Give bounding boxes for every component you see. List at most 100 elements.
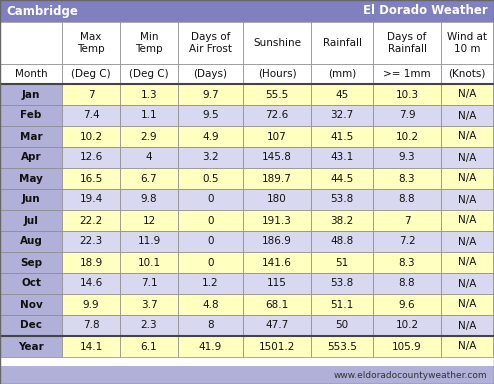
Bar (311, 168, 373, 189)
Bar (0, 294, 62, 315)
Bar (178, 64, 243, 84)
Bar (62, 64, 120, 84)
Bar (178, 210, 243, 231)
Text: Year: Year (18, 341, 44, 351)
Bar (0, 22, 62, 64)
Text: 47.7: 47.7 (265, 321, 288, 331)
Bar (311, 105, 373, 126)
Text: 8.3: 8.3 (399, 258, 415, 268)
Bar (0, 315, 62, 336)
Bar (243, 105, 311, 126)
Bar (178, 231, 243, 252)
Text: N/A: N/A (458, 237, 476, 247)
Text: 45: 45 (335, 89, 349, 99)
Text: 7.4: 7.4 (82, 111, 99, 121)
Bar (311, 126, 373, 147)
Bar (373, 273, 441, 294)
Text: Jul: Jul (24, 215, 39, 225)
Text: 48.8: 48.8 (330, 237, 354, 247)
Bar (0, 231, 62, 252)
Bar (120, 189, 178, 210)
Bar (0, 0, 494, 22)
Bar (441, 168, 493, 189)
Text: Apr: Apr (21, 152, 41, 162)
Bar (120, 294, 178, 315)
Bar (62, 315, 120, 336)
Bar (441, 105, 493, 126)
Bar (120, 22, 178, 64)
Text: 9.6: 9.6 (399, 300, 415, 310)
Bar (373, 22, 441, 64)
Text: 8.8: 8.8 (399, 278, 415, 288)
Text: Jan: Jan (22, 89, 40, 99)
Bar (120, 252, 178, 273)
Text: 12.6: 12.6 (80, 152, 103, 162)
Bar (243, 252, 311, 273)
Text: 1.3: 1.3 (141, 89, 157, 99)
Text: 72.6: 72.6 (265, 111, 288, 121)
Bar (0, 189, 62, 210)
Bar (373, 252, 441, 273)
Text: 51: 51 (335, 258, 349, 268)
Text: Month: Month (15, 69, 47, 79)
Bar (120, 273, 178, 294)
Text: 68.1: 68.1 (265, 300, 288, 310)
Text: Wind at
10 m: Wind at 10 m (447, 32, 487, 54)
Bar (120, 210, 178, 231)
Text: 2.9: 2.9 (141, 131, 157, 141)
Text: >= 1mm: >= 1mm (383, 69, 431, 79)
Text: 9.8: 9.8 (141, 195, 157, 205)
Bar (178, 315, 243, 336)
Bar (373, 126, 441, 147)
Text: 43.1: 43.1 (330, 152, 354, 162)
Text: 51.1: 51.1 (330, 300, 354, 310)
Text: Oct: Oct (21, 278, 41, 288)
Text: Nov: Nov (20, 300, 42, 310)
Bar (120, 336, 178, 357)
Bar (0, 147, 62, 168)
Bar (178, 22, 243, 64)
Text: 14.6: 14.6 (80, 278, 103, 288)
Text: 4.8: 4.8 (202, 300, 219, 310)
Text: 553.5: 553.5 (327, 341, 357, 351)
Bar (373, 231, 441, 252)
Bar (373, 294, 441, 315)
Text: Dec: Dec (20, 321, 42, 331)
Bar (62, 294, 120, 315)
Bar (311, 189, 373, 210)
Text: N/A: N/A (458, 195, 476, 205)
Bar (311, 273, 373, 294)
Bar (120, 315, 178, 336)
Text: Max
Temp: Max Temp (77, 32, 105, 54)
Text: N/A: N/A (458, 300, 476, 310)
Bar (178, 336, 243, 357)
Text: 4.9: 4.9 (202, 131, 219, 141)
Bar (120, 105, 178, 126)
Bar (243, 84, 311, 105)
Bar (243, 126, 311, 147)
Text: N/A: N/A (458, 341, 476, 351)
Text: 9.3: 9.3 (399, 152, 415, 162)
Text: (Knots): (Knots) (449, 69, 486, 79)
Bar (373, 84, 441, 105)
Bar (441, 294, 493, 315)
Bar (62, 189, 120, 210)
Text: Rainfall: Rainfall (323, 38, 362, 48)
Text: 7.8: 7.8 (82, 321, 99, 331)
Bar (0, 126, 62, 147)
Bar (243, 315, 311, 336)
Bar (178, 168, 243, 189)
Bar (62, 273, 120, 294)
Bar (178, 189, 243, 210)
Bar (311, 210, 373, 231)
Text: 189.7: 189.7 (262, 174, 292, 184)
Bar (441, 336, 493, 357)
Text: 11.9: 11.9 (137, 237, 161, 247)
Text: 41.5: 41.5 (330, 131, 354, 141)
Text: 10.2: 10.2 (80, 131, 103, 141)
Text: 8: 8 (207, 321, 214, 331)
Text: 53.8: 53.8 (330, 195, 354, 205)
Text: (Hours): (Hours) (258, 69, 296, 79)
Text: 7.2: 7.2 (399, 237, 415, 247)
Bar (178, 294, 243, 315)
